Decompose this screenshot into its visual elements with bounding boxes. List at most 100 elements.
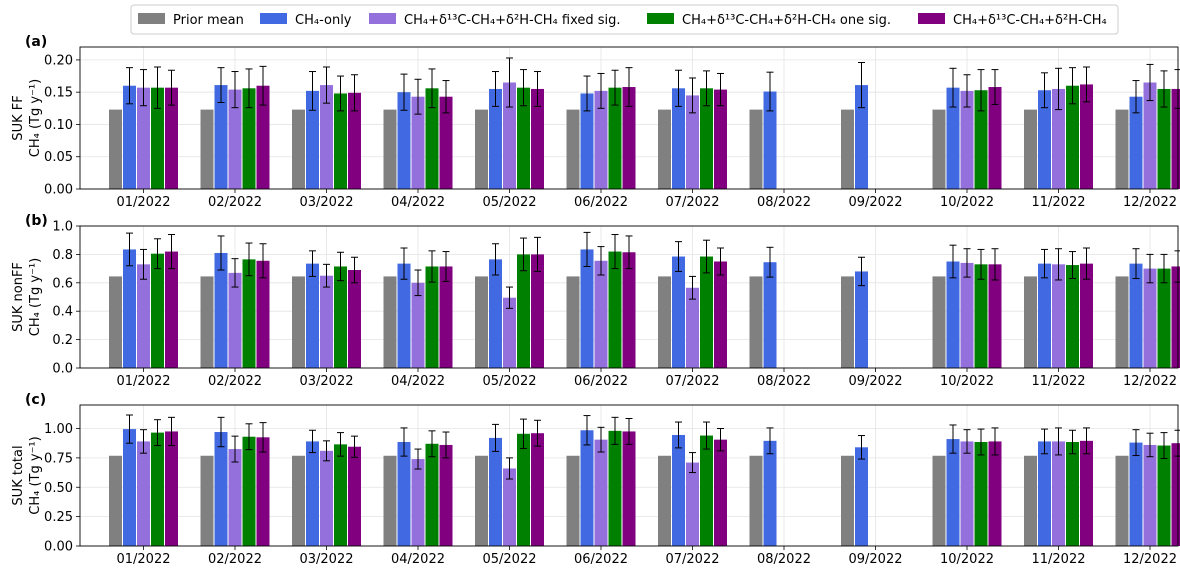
bar [292,110,305,189]
x-tick-label: 05/2022 [482,552,536,564]
bar [306,264,319,368]
bar [1066,265,1079,368]
legend-label: CH₄+δ¹³C-CH₄+δ²H-CH₄ one sig. [682,13,891,28]
bar [123,249,136,368]
y-tick-label: 0.20 [44,53,73,68]
bar [623,431,636,546]
x-tick-label: 06/2022 [574,374,628,389]
legend-label: Prior mean [173,13,244,28]
bar [1038,441,1051,546]
bar [714,440,727,546]
bar [489,438,502,546]
bar [384,110,397,189]
x-tick-label: 01/2022 [116,552,170,564]
bar [503,468,516,546]
x-tick-label: 04/2022 [391,552,445,564]
x-tick-label: 02/2022 [208,195,262,210]
legend-label: CH₄-only [295,13,352,28]
bar [686,463,699,546]
bar [750,456,763,546]
bar [1158,446,1171,546]
bar [123,429,136,546]
x-tick-label: 09/2022 [848,374,902,389]
y-axis-unit-label: CH₄ (Tg y⁻¹) [28,79,43,157]
legend-swatch [138,13,165,24]
bar [1066,442,1079,546]
bar [714,262,727,369]
legend-swatch [260,13,287,24]
x-tick-label: 03/2022 [299,552,353,564]
x-tick-label: 04/2022 [391,374,445,389]
bar [658,456,671,546]
bar [1158,269,1171,368]
bar [243,437,256,546]
y-tick-label: 0.2 [52,333,73,348]
bar [201,456,214,546]
y-tick-label: 0.75 [44,451,73,466]
y-tick-label: 0.15 [44,86,73,101]
bar [1130,443,1143,546]
bar [475,276,488,368]
x-tick-label: 12/2022 [1123,552,1177,564]
bar [1144,445,1157,546]
y-tick-label: 1.00 [44,422,73,437]
legend: Prior mean CH₄-only CH₄+δ¹³C-CH₄+δ²H-CH₄ f… [131,5,1118,34]
bar [334,444,347,546]
bar [581,249,594,368]
bar [320,276,333,368]
bar [975,264,988,368]
bar [841,276,854,368]
panel-label: (b) [25,213,48,229]
bar [672,435,685,546]
y-tick-label: 0.0 [52,362,73,377]
legend-label: CH₄+δ¹³C-CH₄+δ²H-CH₄ fixed sig. [404,13,621,28]
bar [412,459,425,546]
bar [109,456,122,546]
x-tick-label: 07/2022 [665,552,719,564]
bar [1172,443,1180,546]
bar [334,266,347,368]
bar [257,437,270,546]
x-tick-label: 04/2022 [391,195,445,210]
x-tick-label: 07/2022 [665,374,719,389]
bar [109,110,122,189]
bar [567,110,580,189]
x-tick-label: 09/2022 [848,552,902,564]
bar [855,447,868,546]
bar [841,110,854,189]
x-tick-label: 11/2022 [1031,552,1085,564]
y-tick-label: 0.00 [44,540,73,555]
y-tick-label: 0.10 [44,118,73,133]
y-tick-label: 0.6 [52,276,73,291]
bar [348,270,361,368]
x-tick-label: 03/2022 [299,374,353,389]
bar [320,451,333,546]
x-tick-label: 06/2022 [574,195,628,210]
bar [1038,264,1051,368]
bar [1116,456,1129,546]
legend-swatch [918,13,945,24]
x-tick-label: 02/2022 [208,374,262,389]
bar [440,445,453,546]
y-axis-unit-label: CH₄ (Tg y⁻¹) [28,258,43,336]
legend-swatch [369,13,396,24]
bar [292,456,305,546]
x-tick-label: 07/2022 [665,195,719,210]
bar [229,449,242,546]
bar [989,441,1002,546]
legend-swatch [647,13,674,24]
x-tick-label: 06/2022 [574,552,628,564]
bar [201,110,214,189]
bar [947,439,960,546]
y-tick-label: 0.50 [44,481,73,496]
bar [658,276,671,368]
bar [658,110,671,189]
bar [933,456,946,546]
bar [567,456,580,546]
x-tick-label: 09/2022 [848,195,902,210]
bar [1024,276,1037,368]
